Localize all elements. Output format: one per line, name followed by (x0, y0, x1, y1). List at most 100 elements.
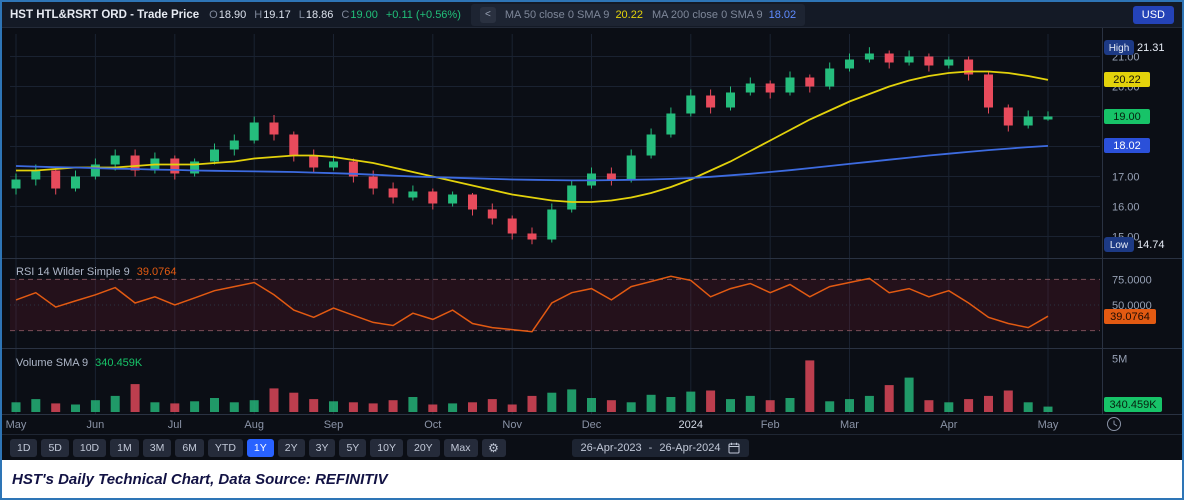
candle-body (408, 191, 418, 198)
candle-body (864, 53, 874, 60)
candle-body (904, 56, 914, 63)
svg-text:14.74: 14.74 (1137, 239, 1165, 251)
range-button-10y[interactable]: 10Y (370, 438, 403, 457)
axis-high-marker: High 21.31 (1104, 40, 1165, 55)
range-button-1m[interactable]: 1M (110, 438, 139, 457)
range-button-1d[interactable]: 1D (10, 438, 38, 457)
volume-bar (348, 402, 358, 412)
volume-bar (11, 402, 21, 412)
ma200-line (15, 145, 1049, 182)
ma50-line (16, 70, 1049, 203)
range-button-2y[interactable]: 2Y (277, 438, 305, 457)
svg-text:20.22: 20.22 (1113, 74, 1141, 86)
candle-body (110, 155, 120, 165)
volume-bar (706, 390, 716, 412)
chart-canvas[interactable]: 21.0020.0019.0018.0017.0016.0015.00High2… (2, 28, 1182, 434)
price-tick-label: 16.00 (1112, 202, 1140, 214)
volume-bar (527, 395, 537, 412)
x-axis: May Jun Jul Aug Sep Oct Nov Dec 2024 Feb Mar Apr May (6, 417, 1121, 431)
clock-icon[interactable] (1107, 417, 1121, 431)
svg-text:21.31: 21.31 (1137, 42, 1165, 54)
volume-bar (646, 394, 656, 412)
change-value: +0.11 (+0.56%) (385, 8, 461, 21)
candle-body (468, 194, 477, 210)
volume-tick-label: 5M (1112, 353, 1127, 365)
volume-bar (507, 404, 517, 412)
candle-body (448, 194, 458, 204)
instrument-title: HST HTL&RSRT ORD - Trade Price (10, 8, 200, 21)
low-value: L 18.86 (298, 8, 334, 21)
candle-body (1023, 116, 1033, 126)
candle-body (289, 134, 299, 156)
close-value: C 19.00 (341, 8, 378, 21)
volume-bar (726, 399, 735, 412)
candle-body (1043, 116, 1053, 120)
range-button-5y[interactable]: 5Y (339, 438, 367, 457)
candle-body (825, 68, 835, 87)
volume-bar (448, 403, 458, 412)
x-axis-label: Jun (87, 419, 105, 431)
currency-badge[interactable]: USD (1132, 5, 1174, 24)
rsi-axis-badge: 39.0764 (1104, 309, 1156, 324)
ma200-axis-badge: 18.02 (1104, 138, 1150, 153)
range-button-5d[interactable]: 5D (41, 438, 69, 457)
rsi-label: RSI 14 Wilder Simple 9 39.0764 (16, 266, 176, 278)
x-axis-label: 2024 (679, 419, 703, 431)
volume-bar (368, 403, 378, 412)
candle-body (567, 185, 577, 210)
volume-bar (269, 388, 279, 412)
x-axis-label: Apr (940, 419, 957, 431)
volume-bar (964, 399, 974, 412)
range-button-20y[interactable]: 20Y (406, 438, 440, 457)
volume-bar (904, 377, 914, 412)
range-toolbar: 1D 5D 10D 1M 3M 6M YTD 1Y 2Y 3Y 5Y 10Y 20Y Max ⚙ 26-A… (2, 434, 1182, 460)
volume-bar (408, 397, 418, 412)
svg-text:340.459K: 340.459K (1109, 399, 1157, 411)
volume-bar (864, 395, 874, 412)
x-axis-label: May (1038, 419, 1059, 431)
volume-bar (924, 400, 934, 412)
ma-legend-group: < MA 50 close 0 SMA 9 20.22 MA 200 close… (470, 3, 806, 26)
volume-panel: 5M 340.459K Volume SMA 9 340.459K (11, 353, 1162, 412)
candle-body (527, 233, 537, 240)
range-button-max[interactable]: Max (443, 438, 478, 457)
volume-bar (289, 392, 299, 412)
range-button-ytd[interactable]: YTD (207, 438, 243, 457)
volume-bar (51, 403, 61, 412)
collapse-legend-button[interactable]: < (479, 6, 496, 23)
candle-body (745, 83, 755, 93)
x-axis-label: Feb (761, 419, 780, 431)
svg-text:High: High (1109, 43, 1130, 54)
volume-bar (170, 403, 180, 412)
volume-bar (845, 399, 854, 412)
candle-body (666, 113, 676, 135)
candle-body (626, 155, 636, 180)
volume-bar (190, 401, 200, 412)
volume-bar (686, 391, 696, 412)
svg-text:Low: Low (1110, 240, 1129, 251)
range-button-6m[interactable]: 6M (175, 438, 204, 457)
range-button-3y[interactable]: 3Y (308, 438, 336, 457)
range-button-3m[interactable]: 3M (142, 438, 172, 457)
date-range-picker[interactable]: 26-Apr-2023 - 26-Apr-2024 (571, 438, 749, 457)
candle-body (487, 209, 497, 219)
calendar-icon (728, 442, 739, 453)
candle-body (984, 74, 993, 108)
volume-bar (309, 399, 319, 412)
volume-bar (90, 400, 100, 412)
candle-body (924, 56, 934, 66)
candle-body (944, 59, 954, 66)
volume-bar (1003, 390, 1013, 412)
range-button-10d[interactable]: 10D (72, 438, 107, 457)
range-button-1y[interactable]: 1Y (246, 438, 274, 457)
ohlc-readout: O 18.90 H 19.17 L 18.86 C 19.00 +0.11 (+0.56… (209, 9, 461, 21)
volume-bar (984, 395, 993, 412)
axis-low-marker: Low 14.74 (1104, 237, 1165, 252)
volume-bar (944, 402, 954, 412)
candle-body (329, 161, 338, 168)
settings-gear-button[interactable]: ⚙ (481, 438, 506, 457)
candle-body (190, 161, 200, 174)
volume-bar (130, 384, 140, 412)
